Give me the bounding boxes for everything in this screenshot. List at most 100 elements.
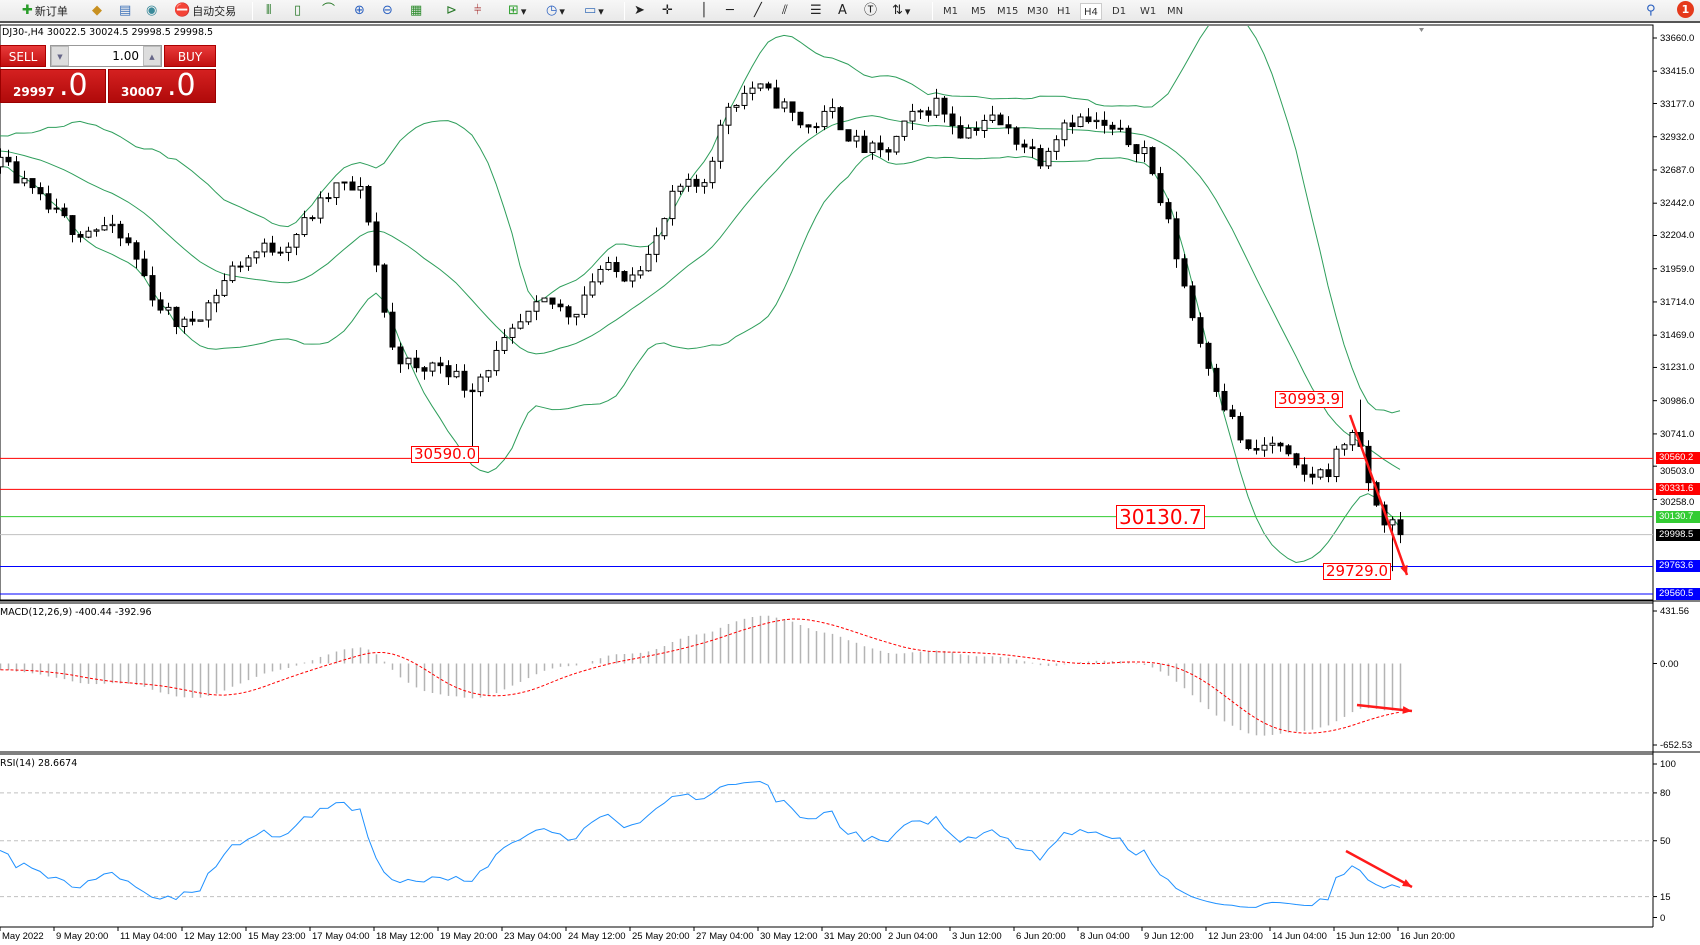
signals-button[interactable]: ◉: [146, 2, 157, 20]
candle-body: [1309, 473, 1316, 478]
candle-body: [1277, 442, 1284, 447]
timeframe-w1[interactable]: W1: [1140, 6, 1157, 17]
cursor-button[interactable]: ➤: [634, 2, 645, 20]
horizontal-line-icon: ─: [726, 3, 734, 18]
candle-body: [1165, 202, 1172, 220]
periods-button[interactable]: ◷ ▾: [546, 3, 565, 18]
candle: [37, 182, 44, 201]
buy-price-button[interactable]: 30007.0: [108, 68, 216, 103]
candle: [85, 226, 92, 239]
rsi-trend-arrow: [1345, 849, 1413, 889]
axis-tick-label: 32442.0: [1660, 198, 1695, 210]
low-price-label-2[interactable]: 29729.0: [1323, 563, 1392, 580]
terminal-button[interactable]: ▤: [119, 2, 131, 20]
horizontal-line-button[interactable]: ─: [726, 2, 734, 20]
separator: [252, 2, 253, 20]
candle-body: [781, 101, 788, 109]
text-button[interactable]: A: [838, 2, 847, 20]
timeframe-mn[interactable]: MN: [1167, 6, 1184, 17]
candlestick-button[interactable]: ▯: [294, 2, 301, 20]
axis-tick-label: 30741.0: [1660, 428, 1695, 440]
sell-button[interactable]: SELL: [0, 45, 46, 67]
candle-body: [221, 280, 228, 296]
timeframe-h1[interactable]: H1: [1057, 6, 1071, 17]
zoom-out-button[interactable]: ⊖: [382, 2, 393, 20]
candle-body: [525, 310, 532, 323]
lot-size-stepper[interactable]: ▼ ▲: [50, 45, 162, 67]
fibo-fan-button[interactable]: ☰: [810, 2, 822, 20]
candle-body: [1061, 122, 1068, 141]
sell-price-button[interactable]: 29997.0: [0, 68, 106, 103]
axis-tick-label: 33177.0: [1660, 98, 1695, 110]
lot-increase-icon[interactable]: ▲: [143, 46, 161, 66]
candle-body: [381, 264, 388, 313]
candle-body: [1285, 445, 1292, 455]
candle: [1269, 436, 1276, 454]
periods-icon: ◷: [546, 3, 558, 18]
candle-body: [741, 92, 748, 106]
candle: [1125, 125, 1132, 148]
candle-body: [261, 242, 268, 253]
zoom-in-button[interactable]: ⊕: [354, 2, 365, 20]
candle-body: [397, 346, 404, 365]
search-button[interactable]: ⚲: [1646, 2, 1656, 20]
candle: [621, 270, 628, 283]
text-label-button[interactable]: Ⓣ: [864, 2, 877, 20]
new-order-button[interactable]: ✚ 新订单: [22, 3, 68, 18]
candle: [1237, 412, 1244, 444]
candle-body: [1221, 390, 1228, 411]
level-price-label[interactable]: 30130.7: [1116, 505, 1205, 529]
candle-body: [301, 217, 308, 236]
candle-body: [437, 362, 444, 367]
timeframe-m30[interactable]: M30: [1027, 6, 1049, 17]
crosshair-button[interactable]: ✛: [662, 2, 673, 20]
timeframe-m5[interactable]: M5: [971, 6, 986, 17]
candle: [357, 177, 364, 199]
candle: [485, 369, 492, 383]
bar-chart-button[interactable]: ⫴: [266, 2, 271, 20]
auto-trading-button[interactable]: ⛔ 自动交易: [174, 3, 237, 18]
candle-body: [477, 376, 484, 393]
timeframe-h4[interactable]: H4: [1080, 3, 1102, 20]
timeframe-m15[interactable]: M15: [997, 6, 1019, 17]
high-price-label[interactable]: 30993.9: [1275, 391, 1344, 408]
candle-body: [429, 362, 436, 372]
candle-body: [573, 313, 580, 318]
fibonacci-button[interactable]: ⫽: [782, 2, 788, 20]
history-button[interactable]: ◆: [92, 2, 102, 20]
candle: [1157, 166, 1164, 206]
candle: [1293, 452, 1300, 469]
candle: [1301, 457, 1308, 482]
timeframe-d1[interactable]: D1: [1112, 6, 1127, 17]
arrows-button[interactable]: ⇅ ▾: [892, 3, 911, 18]
candle: [893, 135, 900, 155]
axis-tick-label: 32687.0: [1660, 164, 1695, 176]
buy-button[interactable]: BUY: [164, 45, 216, 67]
low-price-label[interactable]: 30590.0: [411, 446, 480, 463]
candle-body: [1157, 173, 1164, 204]
time-axis-label: 23 May 04:00: [504, 931, 562, 942]
candle-body: [845, 129, 852, 142]
line-chart-button[interactable]: ⌒: [322, 2, 335, 20]
price-level-tag: 29560.5: [1656, 588, 1700, 600]
lot-decrease-icon[interactable]: ▼: [51, 46, 69, 66]
candle: [933, 88, 940, 118]
candle-body: [5, 156, 12, 163]
tile-windows-button[interactable]: ▦: [410, 2, 422, 20]
chart-shift-button[interactable]: ⫩: [474, 2, 481, 20]
timeframe-m1[interactable]: M1: [943, 6, 958, 17]
candle-body: [565, 306, 572, 318]
candle: [125, 233, 132, 246]
vertical-line-button[interactable]: │: [700, 2, 708, 20]
new-chart-button[interactable]: ⊞ ▾: [508, 3, 527, 18]
candle: [1325, 463, 1332, 483]
autoscroll-button[interactable]: ⊳: [446, 2, 457, 20]
candle: [677, 183, 684, 195]
notification-badge[interactable]: 1: [1677, 1, 1694, 18]
separator: [932, 2, 933, 20]
lot-size-input[interactable]: [69, 46, 143, 66]
candle-body: [973, 127, 980, 131]
templates-button[interactable]: ▭ ▾: [584, 3, 604, 18]
trendline-button[interactable]: ╱: [754, 2, 762, 20]
